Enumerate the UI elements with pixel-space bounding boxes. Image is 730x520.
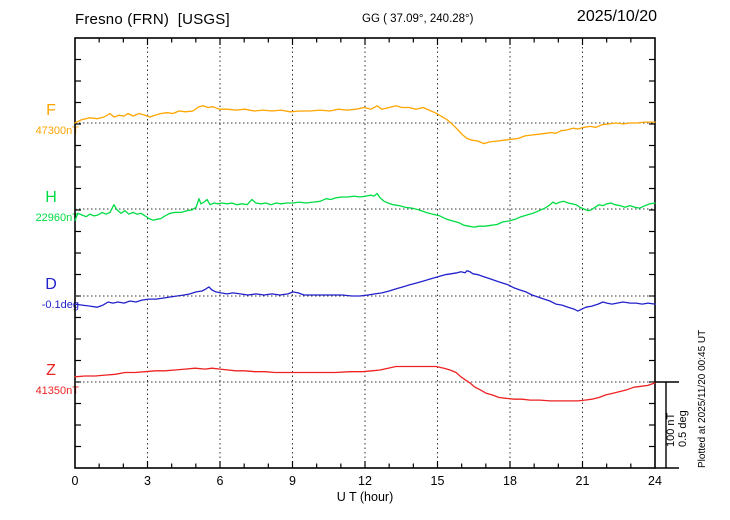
trace-h (74, 192, 656, 228)
x-tick-label: 12 (358, 474, 372, 488)
x-tick-label: 3 (144, 474, 151, 488)
plotted-at-timestamp: Plotted at 2025/11/20 00:45 UT (697, 329, 708, 468)
channel-label-d: D (45, 276, 57, 293)
x-tick-label: 0 (72, 474, 79, 488)
x-tick-label: 21 (576, 474, 590, 488)
station-title: Fresno (FRN) [USGS] (75, 11, 230, 28)
channel-label-z: Z (46, 362, 56, 379)
channel-label-f: F (46, 102, 56, 119)
x-tick-label: 15 (431, 474, 445, 488)
channel-value-h: 22960nT (35, 212, 79, 224)
x-axis-title: U T (hour) (337, 490, 394, 504)
channel-value-f: 47300nT (35, 125, 79, 137)
channel-value-z: 41350nT (35, 385, 79, 397)
x-tick-label: 9 (289, 474, 296, 488)
channel-value-d: -0.1deg (41, 299, 79, 311)
trace-z (74, 365, 656, 402)
x-tick-label: 18 (503, 474, 517, 488)
geographic-coordinates: GG ( 37.09°, 240.28°) (362, 13, 474, 25)
trace-d (74, 270, 656, 312)
x-tick-label: 6 (217, 474, 224, 488)
x-tick-label: 24 (648, 474, 662, 488)
scale-bar-label-nt: 100 nT (665, 412, 677, 447)
channel-label-h: H (45, 189, 57, 206)
plot-date: 2025/10/20 (576, 8, 657, 25)
scale-bar-label-deg: 0.5 deg (677, 410, 689, 447)
trace-f (74, 105, 656, 145)
